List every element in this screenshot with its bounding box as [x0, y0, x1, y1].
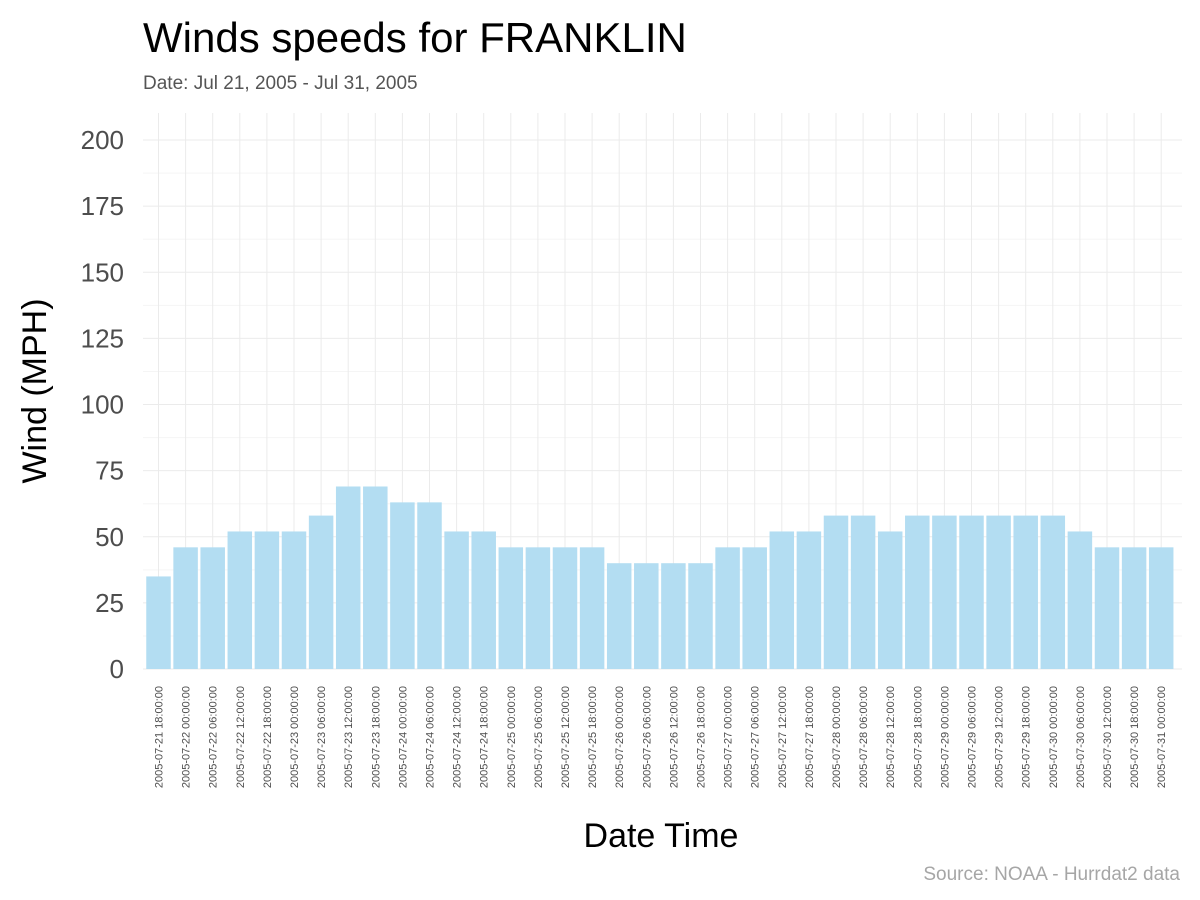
chart-caption: Source: NOAA - Hurrdat2 data [923, 864, 1180, 885]
bar [877, 531, 903, 669]
x-tick-label: 2005-07-28 06:00:00 [858, 686, 870, 788]
x-tick-label: 2005-07-29 18:00:00 [1021, 686, 1033, 788]
x-tick-label: 2005-07-26 12:00:00 [668, 686, 680, 788]
x-tick-label: 2005-07-27 00:00:00 [723, 686, 735, 788]
y-tick-label: 150 [81, 257, 124, 287]
x-tick-label: 2005-07-31 00:00:00 [1156, 686, 1168, 788]
x-tick-label: 2005-07-22 00:00:00 [181, 686, 193, 788]
x-tick-label: 2005-07-21 18:00:00 [154, 686, 166, 788]
bar [200, 547, 225, 669]
bars [146, 486, 1174, 669]
x-tick-label: 2005-07-23 06:00:00 [316, 686, 328, 788]
x-tick-label: 2005-07-30 06:00:00 [1075, 686, 1087, 788]
bar [335, 486, 361, 669]
bar [634, 563, 659, 669]
bar [1094, 547, 1120, 669]
x-tick-label: 2005-07-25 00:00:00 [506, 686, 518, 788]
chart-subtitle: Date: Jul 21, 2005 - Jul 31, 2005 [143, 73, 418, 94]
bar [796, 531, 822, 669]
x-tick-label: 2005-07-30 18:00:00 [1129, 686, 1141, 788]
x-tick-label: 2005-07-28 12:00:00 [885, 686, 897, 788]
y-tick-label: 25 [95, 588, 124, 618]
x-tick-label: 2005-07-22 18:00:00 [262, 686, 274, 788]
bar [959, 515, 984, 669]
bar [606, 563, 632, 669]
bar [525, 547, 551, 669]
x-tick-label: 2005-07-23 00:00:00 [289, 686, 301, 788]
x-tick-label: 2005-07-29 00:00:00 [939, 686, 951, 788]
bar [1040, 515, 1066, 669]
bar [905, 515, 930, 669]
bar [688, 563, 713, 669]
bar [1067, 531, 1093, 669]
chart-title: Winds speeds for FRANKLIN [143, 14, 687, 61]
y-tick-label: 50 [95, 522, 124, 552]
bar [661, 563, 686, 669]
y-tick-label: 0 [110, 654, 124, 684]
x-tick-label: 2005-07-28 00:00:00 [831, 686, 843, 788]
bar [227, 531, 253, 669]
y-tick-label: 75 [95, 456, 124, 486]
x-tick-label: 2005-07-23 12:00:00 [343, 686, 355, 788]
bar [850, 515, 876, 669]
bar [363, 486, 388, 669]
x-tick-label: 2005-07-26 06:00:00 [641, 686, 653, 788]
x-tick-label: 2005-07-29 12:00:00 [994, 686, 1006, 788]
y-axis-ticks: 0 25 50 75 100 125 150 175 200 [81, 125, 124, 684]
bar [552, 547, 578, 669]
bar [579, 547, 605, 669]
bar [769, 531, 795, 669]
bar [471, 531, 496, 669]
bar [986, 515, 1011, 669]
bar [308, 515, 334, 669]
x-tick-label: 2005-07-24 00:00:00 [397, 686, 409, 788]
x-tick-label: 2005-07-30 12:00:00 [1102, 686, 1114, 788]
x-tick-label: 2005-07-28 18:00:00 [912, 686, 924, 788]
x-axis-title: Date Time [584, 817, 739, 855]
bar [823, 515, 849, 669]
x-tick-label: 2005-07-24 12:00:00 [452, 686, 464, 788]
x-tick-label: 2005-07-24 18:00:00 [479, 686, 491, 788]
y-tick-label: 100 [81, 390, 124, 420]
x-tick-label: 2005-07-29 06:00:00 [967, 686, 979, 788]
x-tick-label: 2005-07-27 06:00:00 [750, 686, 762, 788]
y-axis-title: Wind (MPH) [16, 298, 54, 483]
bar [146, 576, 171, 669]
bar [498, 547, 524, 669]
x-tick-label: 2005-07-22 06:00:00 [208, 686, 220, 788]
x-tick-label: 2005-07-22 12:00:00 [235, 686, 247, 788]
y-tick-label: 175 [81, 191, 124, 221]
x-tick-label: 2005-07-26 18:00:00 [696, 686, 708, 788]
bar [1121, 547, 1147, 669]
bar [742, 547, 767, 669]
x-tick-label: 2005-07-26 00:00:00 [614, 686, 626, 788]
x-tick-label: 2005-07-27 18:00:00 [804, 686, 816, 788]
y-tick-label: 125 [81, 323, 124, 353]
bar [417, 502, 442, 669]
x-tick-label: 2005-07-30 00:00:00 [1048, 686, 1060, 788]
bar [390, 502, 415, 669]
bar [444, 531, 469, 669]
x-tick-label: 2005-07-25 06:00:00 [533, 686, 545, 788]
bar [254, 531, 280, 669]
bar [715, 547, 740, 669]
x-tick-label: 2005-07-23 18:00:00 [370, 686, 382, 788]
x-tick-label: 2005-07-27 12:00:00 [777, 686, 789, 788]
bar [173, 547, 198, 669]
bar [281, 531, 307, 669]
bar [932, 515, 957, 669]
bar [1148, 547, 1174, 669]
x-axis-ticks: 2005-07-21 18:00:00 2005-07-22 00:00:00 20… [154, 686, 1169, 788]
bar [1013, 515, 1038, 669]
x-tick-label: 2005-07-25 18:00:00 [587, 686, 599, 788]
x-tick-label: 2005-07-24 06:00:00 [425, 686, 437, 788]
x-tick-label: 2005-07-25 12:00:00 [560, 686, 572, 788]
y-tick-label: 200 [81, 125, 124, 155]
